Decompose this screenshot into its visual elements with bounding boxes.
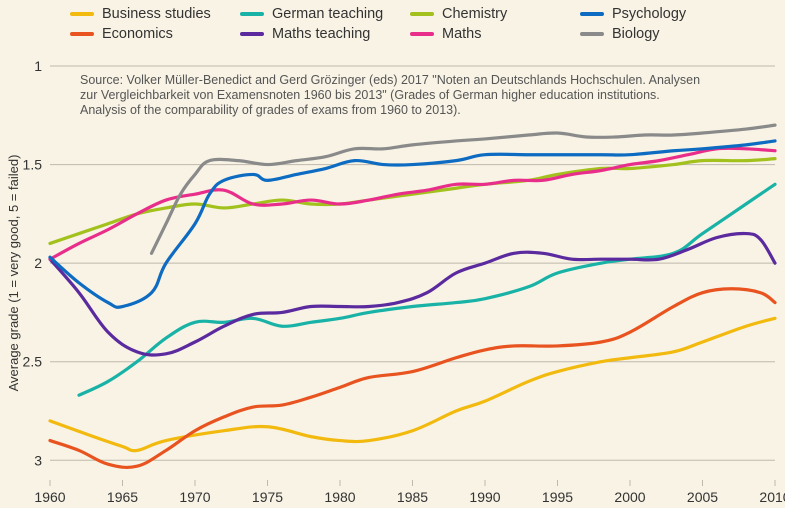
series-economics [50,289,775,468]
chart-svg: 1 1.5 2 2.5 3 1960 1965 1970 1975 1980 1985 1990 199… [0,0,785,508]
source-text: zur Vergleichbarkeit von Examensnoten 19… [80,88,660,102]
y-tick-label: 2 [34,255,42,271]
y-tick-label: 1.5 [23,157,43,173]
x-tick-label: 1965 [107,489,138,505]
y-tick-label: 3 [34,452,42,468]
x-tick-label: 1985 [397,489,428,505]
x-tick-label: 1990 [469,489,500,505]
x-tick-label: 2010 [759,489,785,505]
x-tick-label: 2000 [614,489,645,505]
x-tick-label: 1995 [542,489,573,505]
y-axis-title: Average grade (1 = very good, 5 = failed… [6,155,21,392]
y-tick-label: 2.5 [23,354,43,370]
x-tick-label: 1975 [252,489,283,505]
series-mathsteach [50,234,775,356]
x-tick-label: 2005 [687,489,718,505]
x-tick-label: 1960 [34,489,65,505]
source-text: Analysis of the comparability of grades … [80,103,461,117]
y-tick-label: 1 [34,58,42,74]
x-tick-label: 1970 [179,489,210,505]
series-german [79,184,775,395]
source-text: Source: Volker Müller-Benedict and Gerd … [80,73,700,87]
series-chemistry [50,159,775,244]
x-tick-label: 1980 [324,489,355,505]
series-business [50,318,775,450]
series-biology [152,125,776,253]
